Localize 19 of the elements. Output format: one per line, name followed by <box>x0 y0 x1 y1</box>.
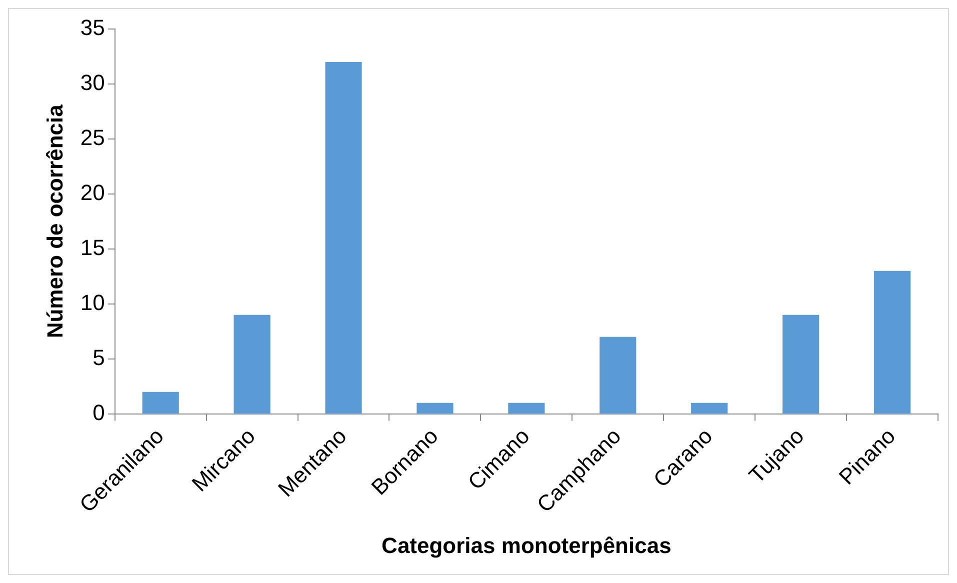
bar <box>782 314 820 414</box>
bar <box>142 392 179 414</box>
bar <box>416 402 454 414</box>
y-tick-label: 25 <box>80 125 105 150</box>
bar <box>325 62 362 414</box>
bar <box>691 402 728 414</box>
bar <box>874 270 911 414</box>
y-tick-label: 15 <box>80 234 105 260</box>
y-tick-label: 10 <box>80 290 105 315</box>
x-axis-title: Categorias monoterpênicas <box>382 532 672 558</box>
y-tick-label: 0 <box>92 400 105 425</box>
bar <box>600 336 636 414</box>
y-tick-label: 30 <box>80 70 105 96</box>
y-tick-label: 20 <box>80 180 105 205</box>
bar <box>508 402 545 414</box>
y-tick-label: 35 <box>80 15 105 40</box>
y-tick-label: 5 <box>92 344 105 370</box>
bar <box>234 314 270 414</box>
y-axis-title: Número de ocorrência <box>42 104 68 338</box>
